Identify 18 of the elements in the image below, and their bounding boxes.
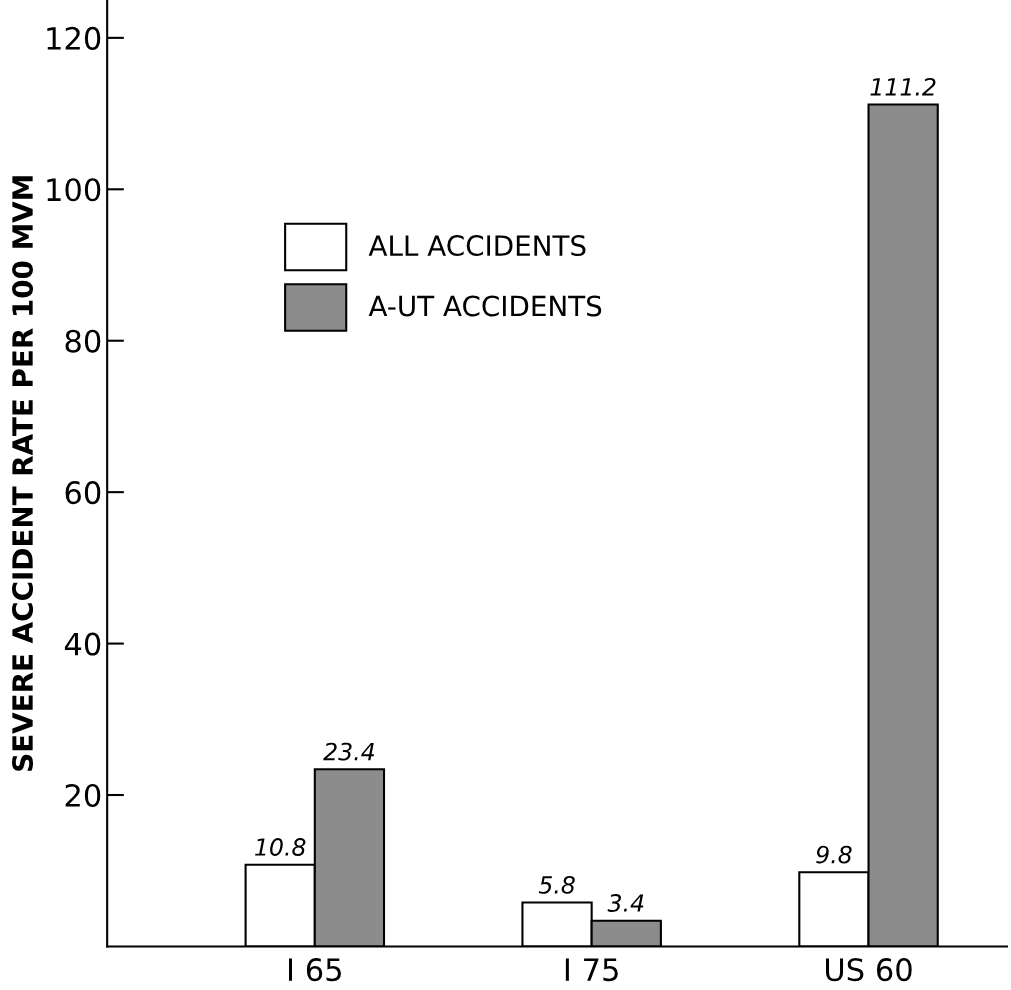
data-label: 3.4	[607, 894, 644, 912]
data-label: 111.2	[870, 77, 936, 96]
x-tick-label: I 65	[289, 958, 341, 982]
x-tick-label: I 75	[565, 958, 618, 982]
y-tick-label: 100	[47, 178, 101, 202]
y-tick-label: 20	[65, 783, 101, 808]
y-tick-label: 80	[65, 329, 101, 353]
y-tick-label: 120	[47, 26, 101, 50]
data-label: 10.8	[255, 838, 306, 856]
y-axis-title: SEVERE ACCIDENT RATE PER 100 MVM	[12, 176, 34, 771]
legend-label: ALL ACCIDENTS	[368, 235, 586, 257]
data-label: 23.4	[323, 742, 375, 761]
data-label: 5.8	[538, 875, 575, 894]
data-label: 9.8	[816, 845, 852, 864]
x-tick-label: US 60	[826, 958, 912, 982]
legend-label: A-UT ACCIDENTS	[368, 295, 602, 317]
y-tick-label: 40	[64, 632, 101, 656]
y-tick-label: 60	[65, 481, 101, 505]
